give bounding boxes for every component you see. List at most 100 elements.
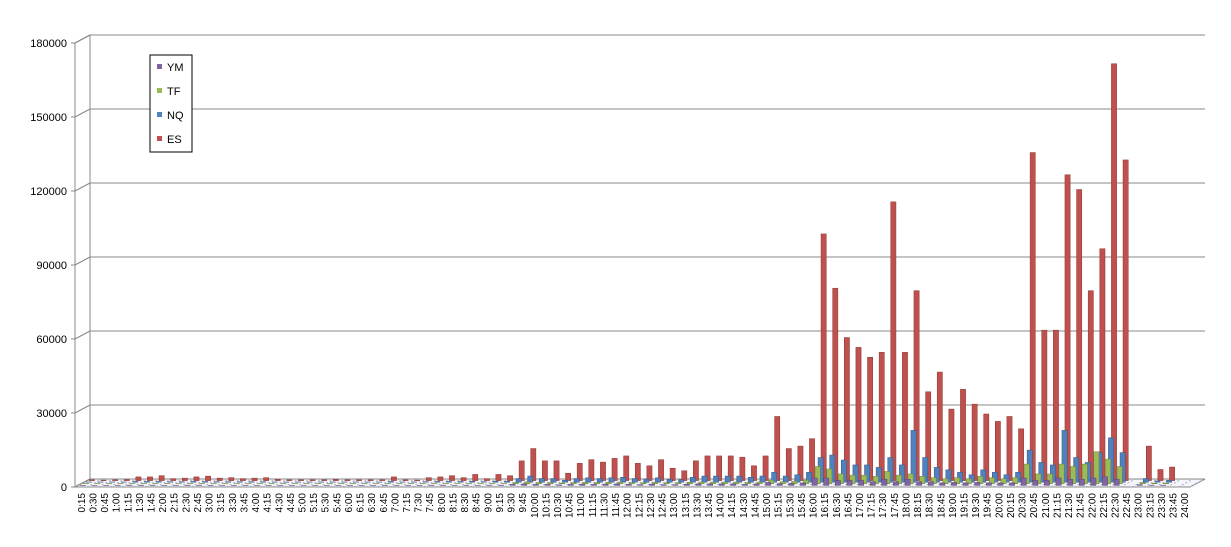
bar: [878, 352, 885, 481]
grid-line: [74, 256, 91, 266]
bar: [666, 478, 673, 483]
bar: [1061, 430, 1068, 483]
x-tick-label: 12:30: [646, 493, 657, 518]
x-tick-label: 5:45: [332, 493, 343, 513]
bar: [542, 460, 548, 481]
bar: [797, 445, 804, 481]
bar: [849, 474, 856, 485]
x-tick-label: 23:00: [1134, 493, 1145, 518]
bar: [922, 457, 929, 483]
bar: [930, 477, 937, 485]
bar: [263, 477, 270, 481]
y-tick-label: 60000: [36, 334, 67, 346]
bar: [942, 478, 949, 485]
floor-line: [1154, 478, 1171, 488]
bar: [962, 482, 969, 486]
bar: [562, 479, 568, 483]
bar: [759, 475, 766, 483]
floor-line: [341, 478, 358, 488]
bar: [855, 347, 862, 481]
x-tick-label: 19:15: [960, 493, 971, 518]
floor-line: [260, 478, 277, 488]
x-tick-label: 18:45: [936, 493, 947, 518]
floor-line: [1131, 478, 1148, 488]
floor-line: [353, 478, 369, 488]
bar: [550, 478, 557, 483]
floor-line: [97, 478, 114, 488]
bar: [960, 389, 966, 481]
x-tick-label: 23:45: [1169, 493, 1180, 518]
floor-line: [1166, 478, 1183, 488]
bar: [495, 474, 502, 481]
y-tick-label: 30000: [36, 408, 67, 420]
x-tick-label: 5:15: [309, 493, 320, 513]
bar: [724, 475, 731, 483]
bar: [637, 484, 644, 486]
bar: [945, 469, 952, 483]
bar: [123, 479, 130, 481]
bar: [884, 471, 891, 485]
x-tick-label: 8:30: [460, 493, 471, 513]
x-tick-label: 20:15: [1006, 493, 1017, 518]
floor-line: [237, 478, 253, 488]
x-tick-label: 6:30: [367, 493, 378, 513]
floor-line: [597, 478, 613, 488]
x-tick-label: 20:30: [1018, 493, 1029, 518]
bar: [536, 482, 542, 485]
bar: [628, 482, 635, 485]
x-tick-label: 7:00: [390, 493, 401, 513]
x-tick-label: 13:45: [704, 493, 715, 518]
x-tick-label: 2:15: [170, 493, 181, 513]
floor-line: [632, 478, 648, 488]
floor-line: [121, 478, 137, 488]
x-tick-label: 14:45: [750, 493, 761, 518]
x-tick-label: 14:00: [716, 493, 727, 518]
bar: [512, 482, 519, 485]
floor-line: [736, 478, 753, 488]
floor-line: [458, 478, 474, 488]
bar: [181, 477, 188, 481]
bar: [457, 481, 464, 483]
floor-line: [109, 478, 126, 488]
y-tick-label: 0: [61, 482, 67, 494]
bar: [907, 473, 914, 485]
bar: [995, 421, 1001, 481]
floor-line: [214, 478, 230, 488]
x-tick-label: 21:30: [1064, 493, 1075, 518]
bar: [663, 482, 670, 485]
x-tick-label: 17:45: [890, 493, 901, 518]
bar: [695, 483, 702, 486]
bar: [1053, 329, 1059, 481]
floor-line: [156, 478, 172, 488]
bar: [902, 352, 908, 481]
bar: [800, 482, 806, 486]
bar: [591, 484, 597, 486]
bar: [672, 484, 679, 486]
floor-line: [609, 478, 625, 488]
bar: [841, 459, 847, 483]
x-tick-label: 3:45: [239, 493, 250, 513]
bar: [434, 481, 441, 483]
x-tick-label: 20:00: [994, 493, 1005, 518]
grid-line: [74, 330, 91, 340]
bar: [675, 482, 682, 485]
x-tick-label: 7:45: [425, 493, 436, 513]
bar: [948, 408, 955, 481]
bar: [852, 464, 859, 483]
x-tick-label: 6:15: [356, 493, 367, 513]
bar: [634, 463, 641, 481]
bar: [846, 480, 853, 486]
x-tick-label: 0:45: [100, 493, 111, 513]
bar: [1081, 463, 1088, 485]
bar: [1146, 445, 1152, 481]
x-tick-label: 21:15: [1052, 493, 1063, 518]
bar: [1000, 478, 1007, 485]
x-tick-label: 22:45: [1122, 493, 1133, 518]
legend-swatch: [157, 64, 162, 69]
x-tick-label: 8:00: [437, 493, 448, 513]
legend-swatch: [157, 88, 162, 93]
bar: [806, 472, 812, 483]
floor-line: [1178, 478, 1194, 488]
floor-line: [318, 478, 335, 488]
